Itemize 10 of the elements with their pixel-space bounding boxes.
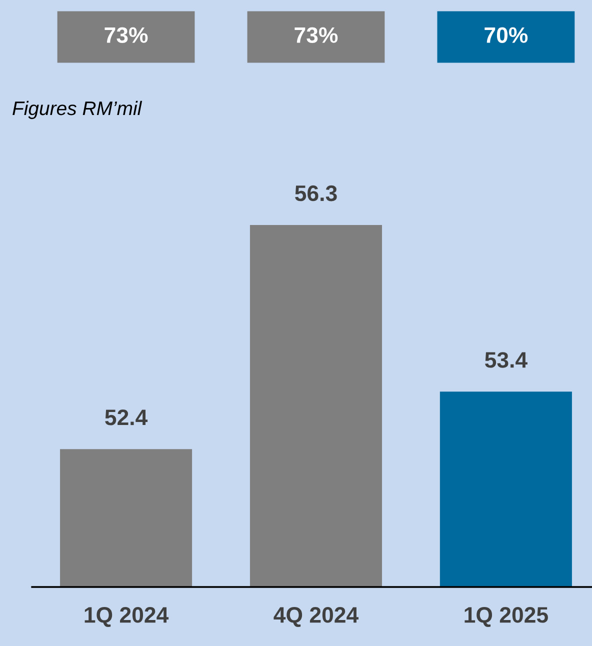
- text: 70%: [484, 27, 528, 43]
- x-tick-label: 4Q 2024: [274, 607, 358, 627]
- x-tick-label: 1Q 2024: [84, 607, 169, 627]
- text: 73%: [294, 27, 338, 43]
- data-label: 52.4: [105, 410, 148, 426]
- x-tick-label: 1Q 2025: [464, 607, 548, 627]
- data-label: 56.3: [295, 185, 337, 202]
- data-label: 53.4: [485, 352, 528, 368]
- chart-subtitle: Figures RM’mil: [12, 100, 142, 120]
- text: 73%: [104, 27, 148, 43]
